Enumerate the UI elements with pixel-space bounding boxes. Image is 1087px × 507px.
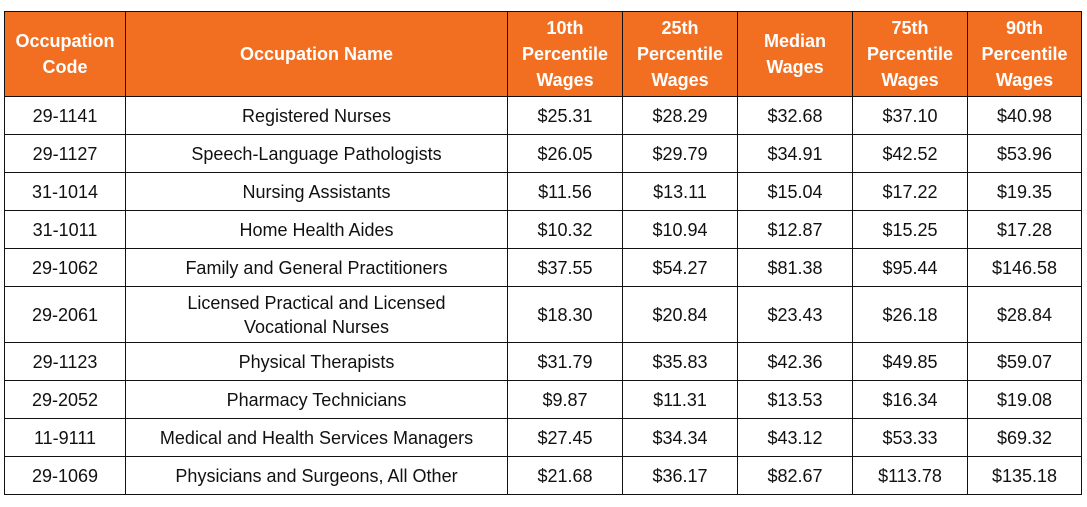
cell-p90: $59.07 (967, 342, 1082, 381)
table-row: 31-1011 Home Health Aides $10.32 $10.94 … (4, 210, 1082, 249)
cell-median: $81.38 (737, 248, 853, 287)
cell-median: $43.12 (737, 418, 853, 457)
cell-p25: $20.84 (622, 286, 738, 343)
cell-median: $42.36 (737, 342, 853, 381)
cell-name: Licensed Practical and Licensed Vocation… (125, 286, 508, 343)
cell-p25: $10.94 (622, 210, 738, 249)
cell-p25: $29.79 (622, 134, 738, 173)
cell-code: 11-9111 (4, 418, 126, 457)
cell-p75: $15.25 (852, 210, 968, 249)
header-occupation-code: Occupation Code (4, 11, 126, 97)
cell-p10: $31.79 (507, 342, 623, 381)
cell-code: 29-2052 (4, 380, 126, 419)
cell-p75: $42.52 (852, 134, 968, 173)
wage-table-container: Occupation Code Occupation Name 10th Per… (4, 11, 1082, 495)
cell-p25: $28.29 (622, 96, 738, 135)
cell-median: $32.68 (737, 96, 853, 135)
cell-median: $12.87 (737, 210, 853, 249)
header-occupation-name: Occupation Name (125, 11, 508, 97)
header-10th-percentile: 10th Percentile Wages (507, 11, 623, 97)
cell-p90: $69.32 (967, 418, 1082, 457)
cell-median: $13.53 (737, 380, 853, 419)
cell-p75: $113.78 (852, 456, 968, 495)
cell-p75: $53.33 (852, 418, 968, 457)
cell-p90: $40.98 (967, 96, 1082, 135)
cell-p10: $9.87 (507, 380, 623, 419)
cell-p90: $53.96 (967, 134, 1082, 173)
cell-name: Medical and Health Services Managers (125, 418, 508, 457)
cell-p10: $21.68 (507, 456, 623, 495)
cell-p90: $19.35 (967, 172, 1082, 211)
cell-p90: $19.08 (967, 380, 1082, 419)
cell-code: 31-1011 (4, 210, 126, 249)
table-row: 11-9111 Medical and Health Services Mana… (4, 418, 1082, 457)
table-row: 31-1014 Nursing Assistants $11.56 $13.11… (4, 172, 1082, 211)
table-row: 29-1127 Speech-Language Pathologists $26… (4, 134, 1082, 173)
cell-p90: $17.28 (967, 210, 1082, 249)
table-row: 29-1069 Physicians and Surgeons, All Oth… (4, 456, 1082, 495)
table-header: Occupation Code Occupation Name 10th Per… (4, 11, 1082, 97)
cell-code: 29-1069 (4, 456, 126, 495)
cell-p90: $146.58 (967, 248, 1082, 287)
cell-name: Nursing Assistants (125, 172, 508, 211)
cell-p10: $27.45 (507, 418, 623, 457)
cell-code: 29-2061 (4, 286, 126, 343)
header-median: Median Wages (737, 11, 853, 97)
header-row: Occupation Code Occupation Name 10th Per… (4, 11, 1082, 97)
header-90th-percentile: 90th Percentile Wages (967, 11, 1082, 97)
cell-code: 29-1127 (4, 134, 126, 173)
table-row: 29-2061 Licensed Practical and Licensed … (4, 286, 1082, 343)
cell-name: Physical Therapists (125, 342, 508, 381)
cell-p75: $26.18 (852, 286, 968, 343)
cell-p10: $37.55 (507, 248, 623, 287)
table-row: 29-1141 Registered Nurses $25.31 $28.29 … (4, 96, 1082, 135)
cell-name: Registered Nurses (125, 96, 508, 135)
cell-name: Physicians and Surgeons, All Other (125, 456, 508, 495)
cell-name: Pharmacy Technicians (125, 380, 508, 419)
cell-p10: $11.56 (507, 172, 623, 211)
cell-name: Home Health Aides (125, 210, 508, 249)
cell-p25: $34.34 (622, 418, 738, 457)
cell-name: Speech-Language Pathologists (125, 134, 508, 173)
cell-p10: $25.31 (507, 96, 623, 135)
cell-median: $23.43 (737, 286, 853, 343)
cell-p90: $28.84 (967, 286, 1082, 343)
cell-p90: $135.18 (967, 456, 1082, 495)
cell-p75: $16.34 (852, 380, 968, 419)
cell-p75: $17.22 (852, 172, 968, 211)
cell-median: $34.91 (737, 134, 853, 173)
table-body: 29-1141 Registered Nurses $25.31 $28.29 … (4, 96, 1082, 495)
cell-p25: $11.31 (622, 380, 738, 419)
cell-p10: $26.05 (507, 134, 623, 173)
table-row: 29-1062 Family and General Practitioners… (4, 248, 1082, 287)
header-75th-percentile: 75th Percentile Wages (852, 11, 968, 97)
cell-p25: $13.11 (622, 172, 738, 211)
cell-code: 29-1123 (4, 342, 126, 381)
cell-code: 29-1141 (4, 96, 126, 135)
cell-code: 31-1014 (4, 172, 126, 211)
cell-p10: $10.32 (507, 210, 623, 249)
table-row: 29-2052 Pharmacy Technicians $9.87 $11.3… (4, 380, 1082, 419)
cell-p75: $95.44 (852, 248, 968, 287)
wage-table: Occupation Code Occupation Name 10th Per… (4, 11, 1082, 495)
header-25th-percentile: 25th Percentile Wages (622, 11, 738, 97)
cell-p25: $54.27 (622, 248, 738, 287)
cell-p10: $18.30 (507, 286, 623, 343)
cell-p75: $49.85 (852, 342, 968, 381)
cell-name: Family and General Practitioners (125, 248, 508, 287)
cell-p25: $36.17 (622, 456, 738, 495)
table-row: 29-1123 Physical Therapists $31.79 $35.8… (4, 342, 1082, 381)
cell-median: $82.67 (737, 456, 853, 495)
cell-code: 29-1062 (4, 248, 126, 287)
cell-p75: $37.10 (852, 96, 968, 135)
cell-median: $15.04 (737, 172, 853, 211)
cell-p25: $35.83 (622, 342, 738, 381)
